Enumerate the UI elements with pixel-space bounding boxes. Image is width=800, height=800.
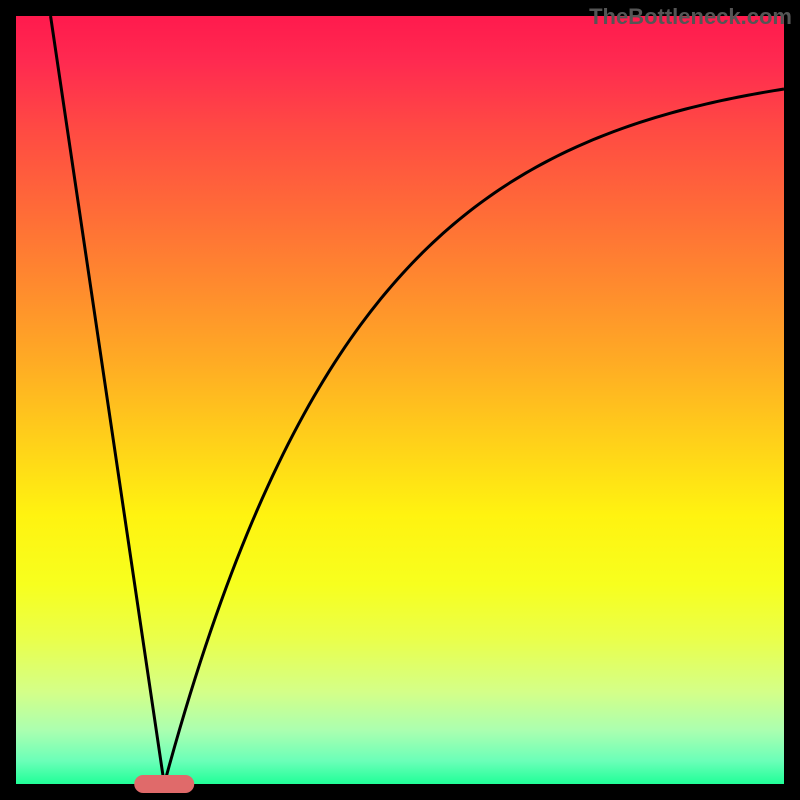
bottleneck-chart <box>0 0 800 800</box>
chart-container: TheBottleneck.com <box>0 0 800 800</box>
optimal-marker <box>134 775 194 793</box>
watermark-text: TheBottleneck.com <box>589 4 792 30</box>
